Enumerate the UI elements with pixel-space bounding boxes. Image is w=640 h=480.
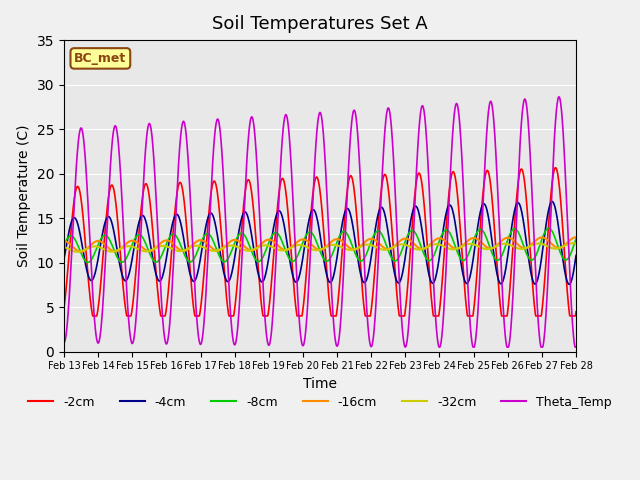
Line: Theta_Temp: Theta_Temp [64, 97, 576, 347]
-4cm [174, 212, 182, 218]
Line: -32cm: -32cm [64, 243, 576, 252]
-4cm [511, 205, 519, 211]
Line: -16cm: -16cm [64, 237, 576, 252]
-2cm [399, 313, 407, 319]
Theta_Temp [60, 340, 68, 346]
Theta_Temp [467, 324, 474, 329]
-8cm [84, 260, 92, 265]
-4cm [161, 261, 169, 267]
Theta_Temp [399, 334, 407, 340]
Line: -4cm: -4cm [64, 202, 576, 284]
Theta_Temp [511, 239, 519, 244]
-16cm [162, 238, 170, 243]
-32cm [569, 240, 577, 246]
-2cm [572, 309, 580, 315]
Theta_Temp [174, 173, 182, 179]
-2cm [162, 310, 170, 316]
Theta_Temp [161, 339, 169, 345]
-32cm [60, 244, 68, 250]
-32cm [174, 248, 182, 254]
-4cm [60, 256, 68, 262]
-4cm [565, 281, 573, 287]
Title: Soil Temperatures Set A: Soil Temperatures Set A [212, 15, 428, 33]
-8cm [232, 238, 239, 244]
-8cm [467, 247, 474, 252]
-2cm [89, 313, 97, 319]
-16cm [399, 236, 407, 242]
-32cm [74, 249, 81, 255]
-8cm [399, 243, 407, 249]
Line: -8cm: -8cm [64, 228, 576, 263]
-32cm [572, 241, 580, 247]
-4cm [399, 267, 407, 273]
Line: -2cm: -2cm [64, 168, 576, 316]
-8cm [511, 226, 519, 232]
-32cm [399, 241, 407, 247]
-8cm [545, 226, 552, 231]
Text: BC_met: BC_met [74, 52, 127, 65]
Theta_Temp [555, 94, 563, 100]
Theta_Temp [231, 342, 239, 348]
-2cm [174, 183, 182, 189]
Theta_Temp [572, 344, 580, 350]
-8cm [572, 236, 580, 242]
Y-axis label: Soil Temperature (C): Soil Temperature (C) [17, 125, 31, 267]
-2cm [232, 299, 239, 305]
-4cm [231, 252, 239, 258]
-4cm [572, 252, 580, 258]
-16cm [174, 246, 182, 252]
-16cm [467, 236, 474, 242]
-32cm [467, 241, 474, 247]
-16cm [572, 234, 580, 240]
-16cm [77, 249, 85, 254]
-32cm [162, 243, 170, 249]
Theta_Temp [435, 344, 443, 350]
-4cm [548, 199, 556, 204]
-4cm [466, 274, 474, 280]
-16cm [60, 239, 68, 244]
-16cm [511, 240, 519, 245]
Legend: -2cm, -4cm, -8cm, -16cm, -32cm, Theta_Temp: -2cm, -4cm, -8cm, -16cm, -32cm, Theta_Te… [23, 391, 617, 414]
-8cm [174, 237, 182, 242]
X-axis label: Time: Time [303, 377, 337, 391]
-32cm [232, 243, 239, 249]
-32cm [511, 245, 519, 251]
-2cm [511, 208, 519, 214]
-2cm [60, 305, 68, 311]
-2cm [552, 165, 559, 170]
-2cm [467, 313, 474, 319]
-16cm [232, 237, 239, 243]
-8cm [162, 242, 170, 248]
-8cm [60, 242, 68, 248]
